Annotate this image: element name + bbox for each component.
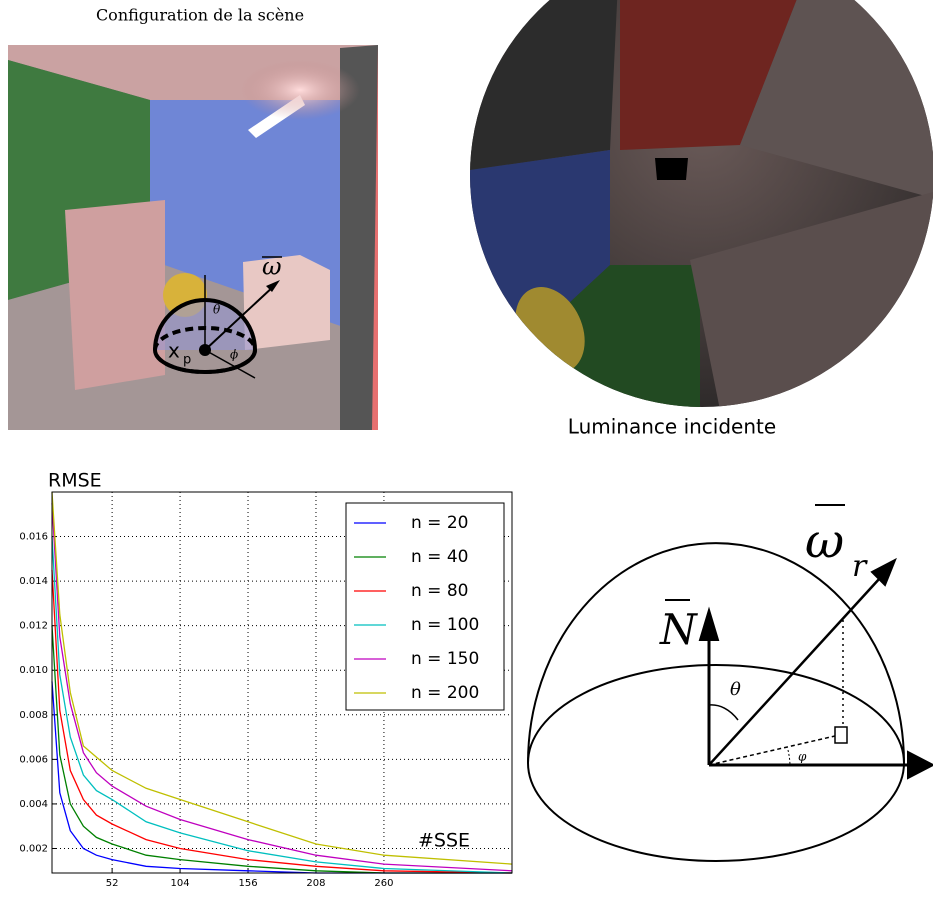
series-line (51, 491, 513, 865)
x-tick-label: 260 (374, 878, 393, 889)
y-tick-label: 0.006 (19, 754, 48, 765)
y-axis-label: RMSE (48, 470, 102, 492)
y-tick-label: 0.012 (19, 621, 48, 632)
x-tick-label: 52 (106, 878, 119, 889)
y-tick-label: 0.016 (19, 532, 48, 543)
fisheye-render (470, 0, 933, 407)
rmse-chart: 0.002 0.004 0.006 0.008 0.010 0.012 0.014 0.016… (19, 470, 513, 889)
legend-label: n = 150 (411, 649, 479, 669)
point-subscript: p (183, 353, 191, 368)
series-line (51, 503, 513, 872)
series-line (51, 625, 512, 874)
x-tick-label: 156 (238, 878, 257, 889)
series-line (51, 569, 513, 874)
x-axis-annotation: #SSE (418, 830, 470, 852)
fisheye-caption: Luminance incidente (568, 415, 776, 439)
scene-render (8, 45, 378, 430)
y-tick-label: 0.014 (19, 576, 48, 587)
phi-label: ϕ (230, 348, 238, 362)
plot-frame (51, 491, 513, 874)
y-tick-label: 0.010 (19, 665, 48, 676)
point-label: x (168, 339, 180, 363)
direction-label: ω (805, 514, 844, 570)
scene-title: Configuration de la scène (96, 6, 304, 25)
legend-label: n = 80 (411, 581, 468, 601)
x-tick-label: 104 (171, 878, 190, 889)
theta-label: θ (213, 303, 221, 317)
legend-label: n = 100 (411, 615, 479, 635)
hemisphere-diagram (527, 542, 933, 862)
direction-label: ω (262, 253, 282, 281)
x-tick-label: 208 (306, 878, 325, 889)
legend-label: n = 20 (411, 513, 468, 533)
direction-subscript: r (852, 549, 868, 584)
y-tick-label: 0.008 (19, 710, 48, 721)
y-tick-label: 0.004 (19, 799, 48, 810)
legend-label: n = 40 (411, 547, 468, 567)
legend-box (345, 502, 505, 711)
y-tick-label: 0.002 (19, 843, 48, 854)
normal-label: N (659, 605, 698, 654)
phi-label: φ (798, 750, 807, 764)
series-line (51, 536, 513, 874)
legend-label: n = 200 (411, 683, 479, 703)
theta-label: θ (730, 679, 741, 700)
